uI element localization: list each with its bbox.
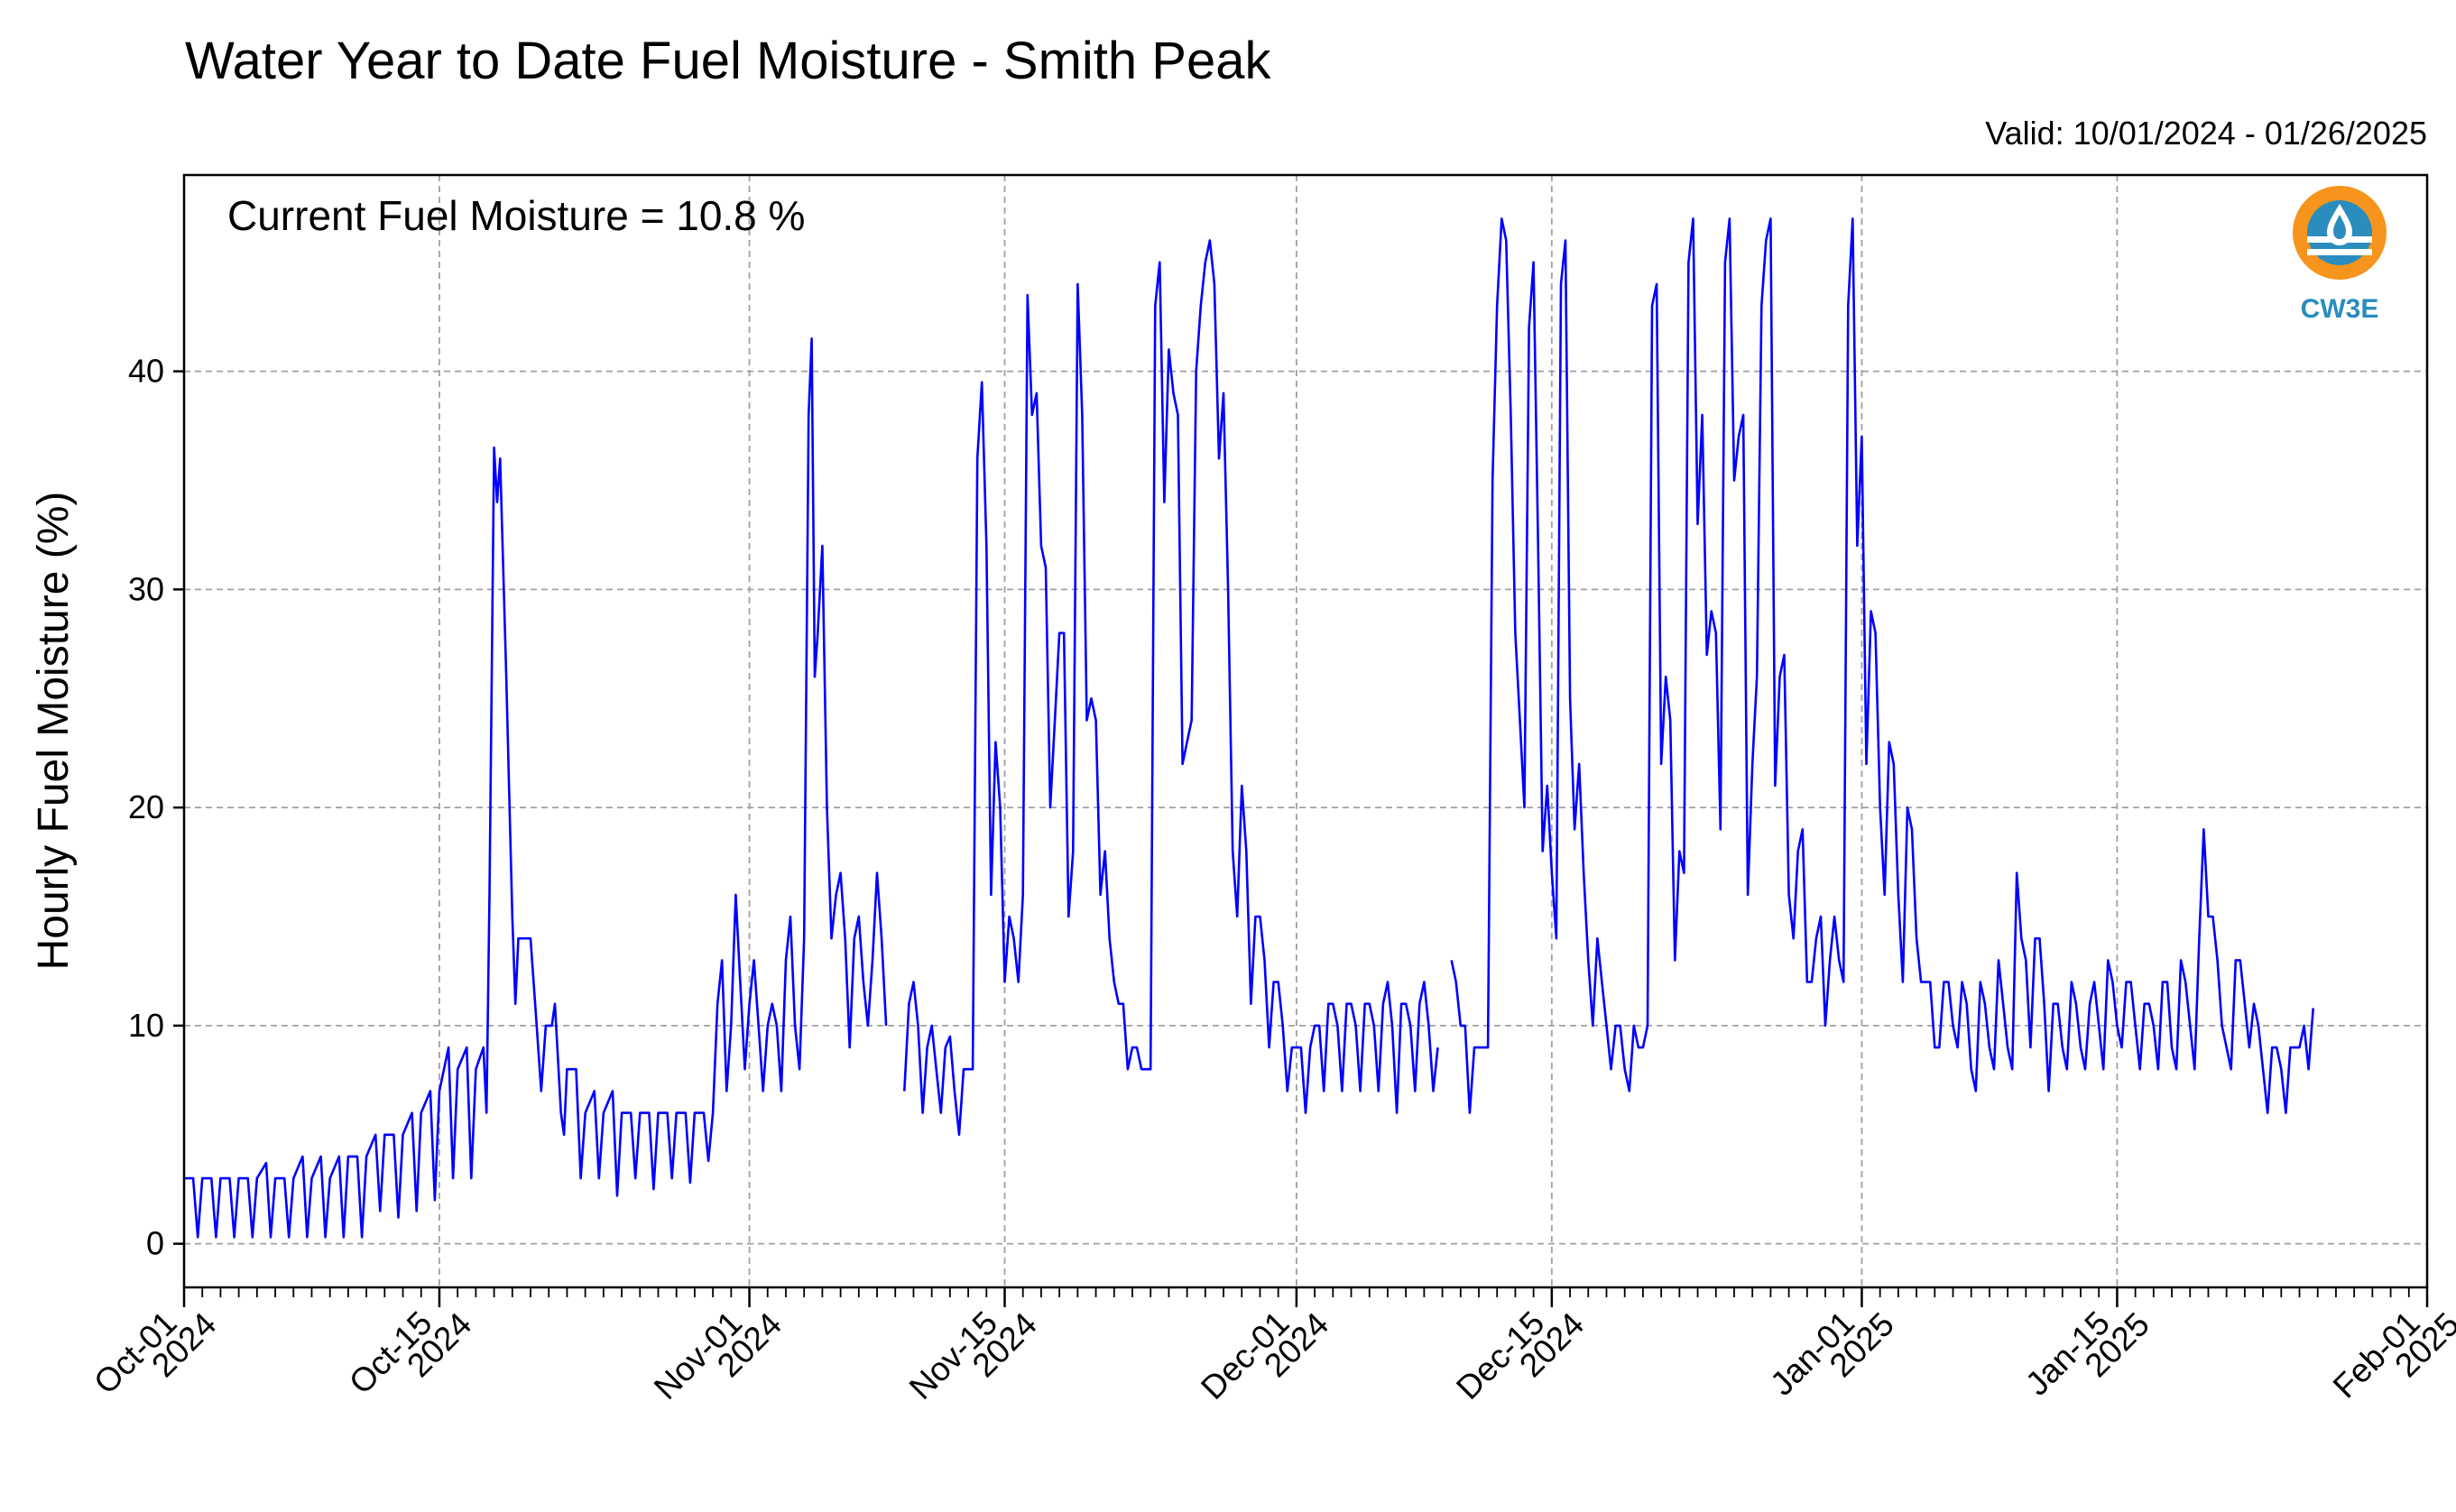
series-line-segment [184, 337, 888, 1239]
axis-ticks [173, 370, 2429, 1307]
y-tick-labels: 0 10 20 30 40 [128, 353, 164, 1262]
logo-text: CW3E [2301, 294, 2379, 324]
grid-lines [184, 175, 2427, 1287]
y-tick-label: 0 [146, 1225, 164, 1262]
y-tick-label: 30 [128, 570, 164, 607]
y-tick-label: 10 [128, 1007, 164, 1044]
valid-date-range: Valid: 10/01/2024 - 01/26/2025 [1985, 115, 2427, 152]
chart-title: Water Year to Date Fuel Moisture - Smith… [185, 32, 1271, 90]
y-tick-label: 20 [128, 788, 164, 825]
y-tick-label: 40 [128, 353, 164, 390]
cw3e-logo: CW3E [2293, 186, 2387, 324]
series-line-segment [1450, 217, 2314, 1114]
current-fuel-moisture: Current Fuel Moisture = 10.8 % [227, 192, 805, 239]
series-line-segment [903, 239, 1439, 1137]
fuel-moisture-series [184, 217, 2314, 1239]
plot-frame [182, 173, 2429, 1289]
cw3e-water-drop-logo-icon [2293, 186, 2387, 280]
y-axis-label: Hourly Fuel Moisture (%) [30, 492, 78, 971]
